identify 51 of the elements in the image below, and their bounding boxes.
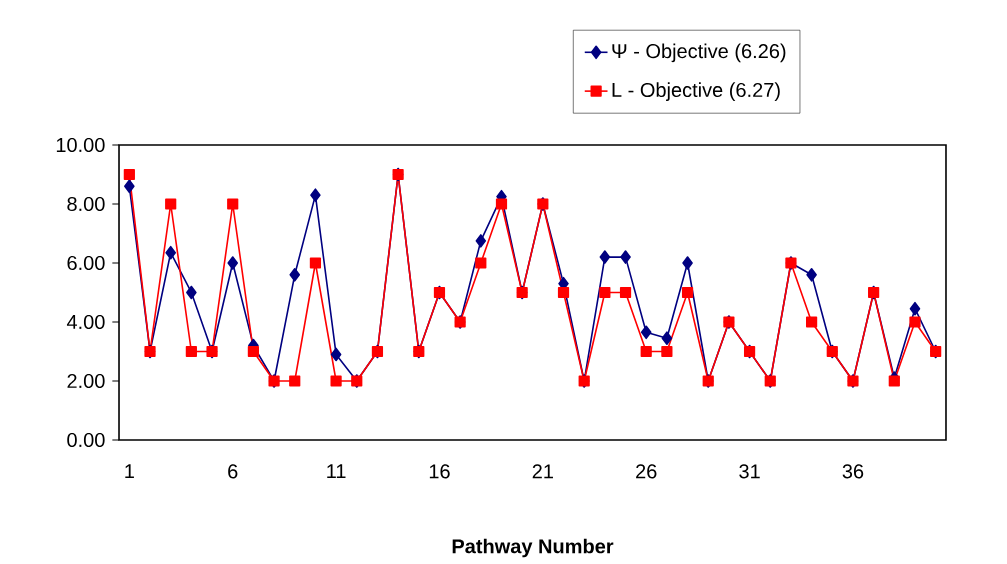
point	[661, 331, 673, 346]
y-tick-label: 0.00	[67, 432, 105, 448]
point	[599, 250, 611, 264]
point	[330, 347, 342, 362]
point	[806, 267, 817, 282]
point	[620, 250, 631, 264]
point	[165, 245, 176, 260]
point	[619, 286, 632, 299]
y-tick-label: 8.00	[67, 196, 105, 212]
point	[124, 179, 135, 194]
point	[475, 234, 487, 248]
point	[909, 316, 921, 328]
y-tick-label: 6.00	[67, 255, 105, 271]
point	[806, 316, 818, 328]
x-axis-title: Pathway Number	[452, 538, 614, 558]
x-tick-label: 1	[125, 464, 134, 479]
x-tick-label: 11	[327, 464, 346, 479]
point	[227, 198, 239, 210]
point	[640, 325, 652, 340]
point	[165, 198, 177, 210]
point	[289, 267, 301, 282]
legend-label: Ψ - Objective (6.26)	[612, 43, 786, 63]
point	[289, 375, 301, 387]
x-tick-label: 6	[228, 464, 238, 479]
point	[310, 188, 321, 202]
y-tick-label: 10.00	[56, 137, 105, 153]
point	[185, 345, 197, 358]
point	[227, 256, 239, 270]
point	[330, 375, 342, 387]
x-tick-label: 16	[429, 464, 450, 479]
y-tick-label: 4.00	[66, 314, 105, 330]
point	[909, 301, 921, 316]
point	[681, 286, 694, 299]
point	[599, 286, 611, 299]
y-tick-label: 2.00	[67, 373, 105, 389]
legend-label: L - Objective (6.27)	[612, 82, 780, 101]
point	[640, 345, 652, 358]
point	[661, 345, 673, 358]
point	[682, 256, 693, 270]
point	[186, 285, 197, 300]
x-tick-label: 31	[739, 464, 760, 479]
x-tick-label: 26	[636, 464, 657, 479]
point	[475, 257, 487, 269]
point	[557, 286, 570, 299]
point	[123, 168, 135, 181]
point	[888, 375, 900, 387]
point	[247, 345, 259, 358]
point	[309, 257, 322, 269]
x-tick-label: 36	[842, 464, 864, 479]
x-tick-label: 21	[532, 464, 553, 479]
point	[495, 198, 508, 210]
